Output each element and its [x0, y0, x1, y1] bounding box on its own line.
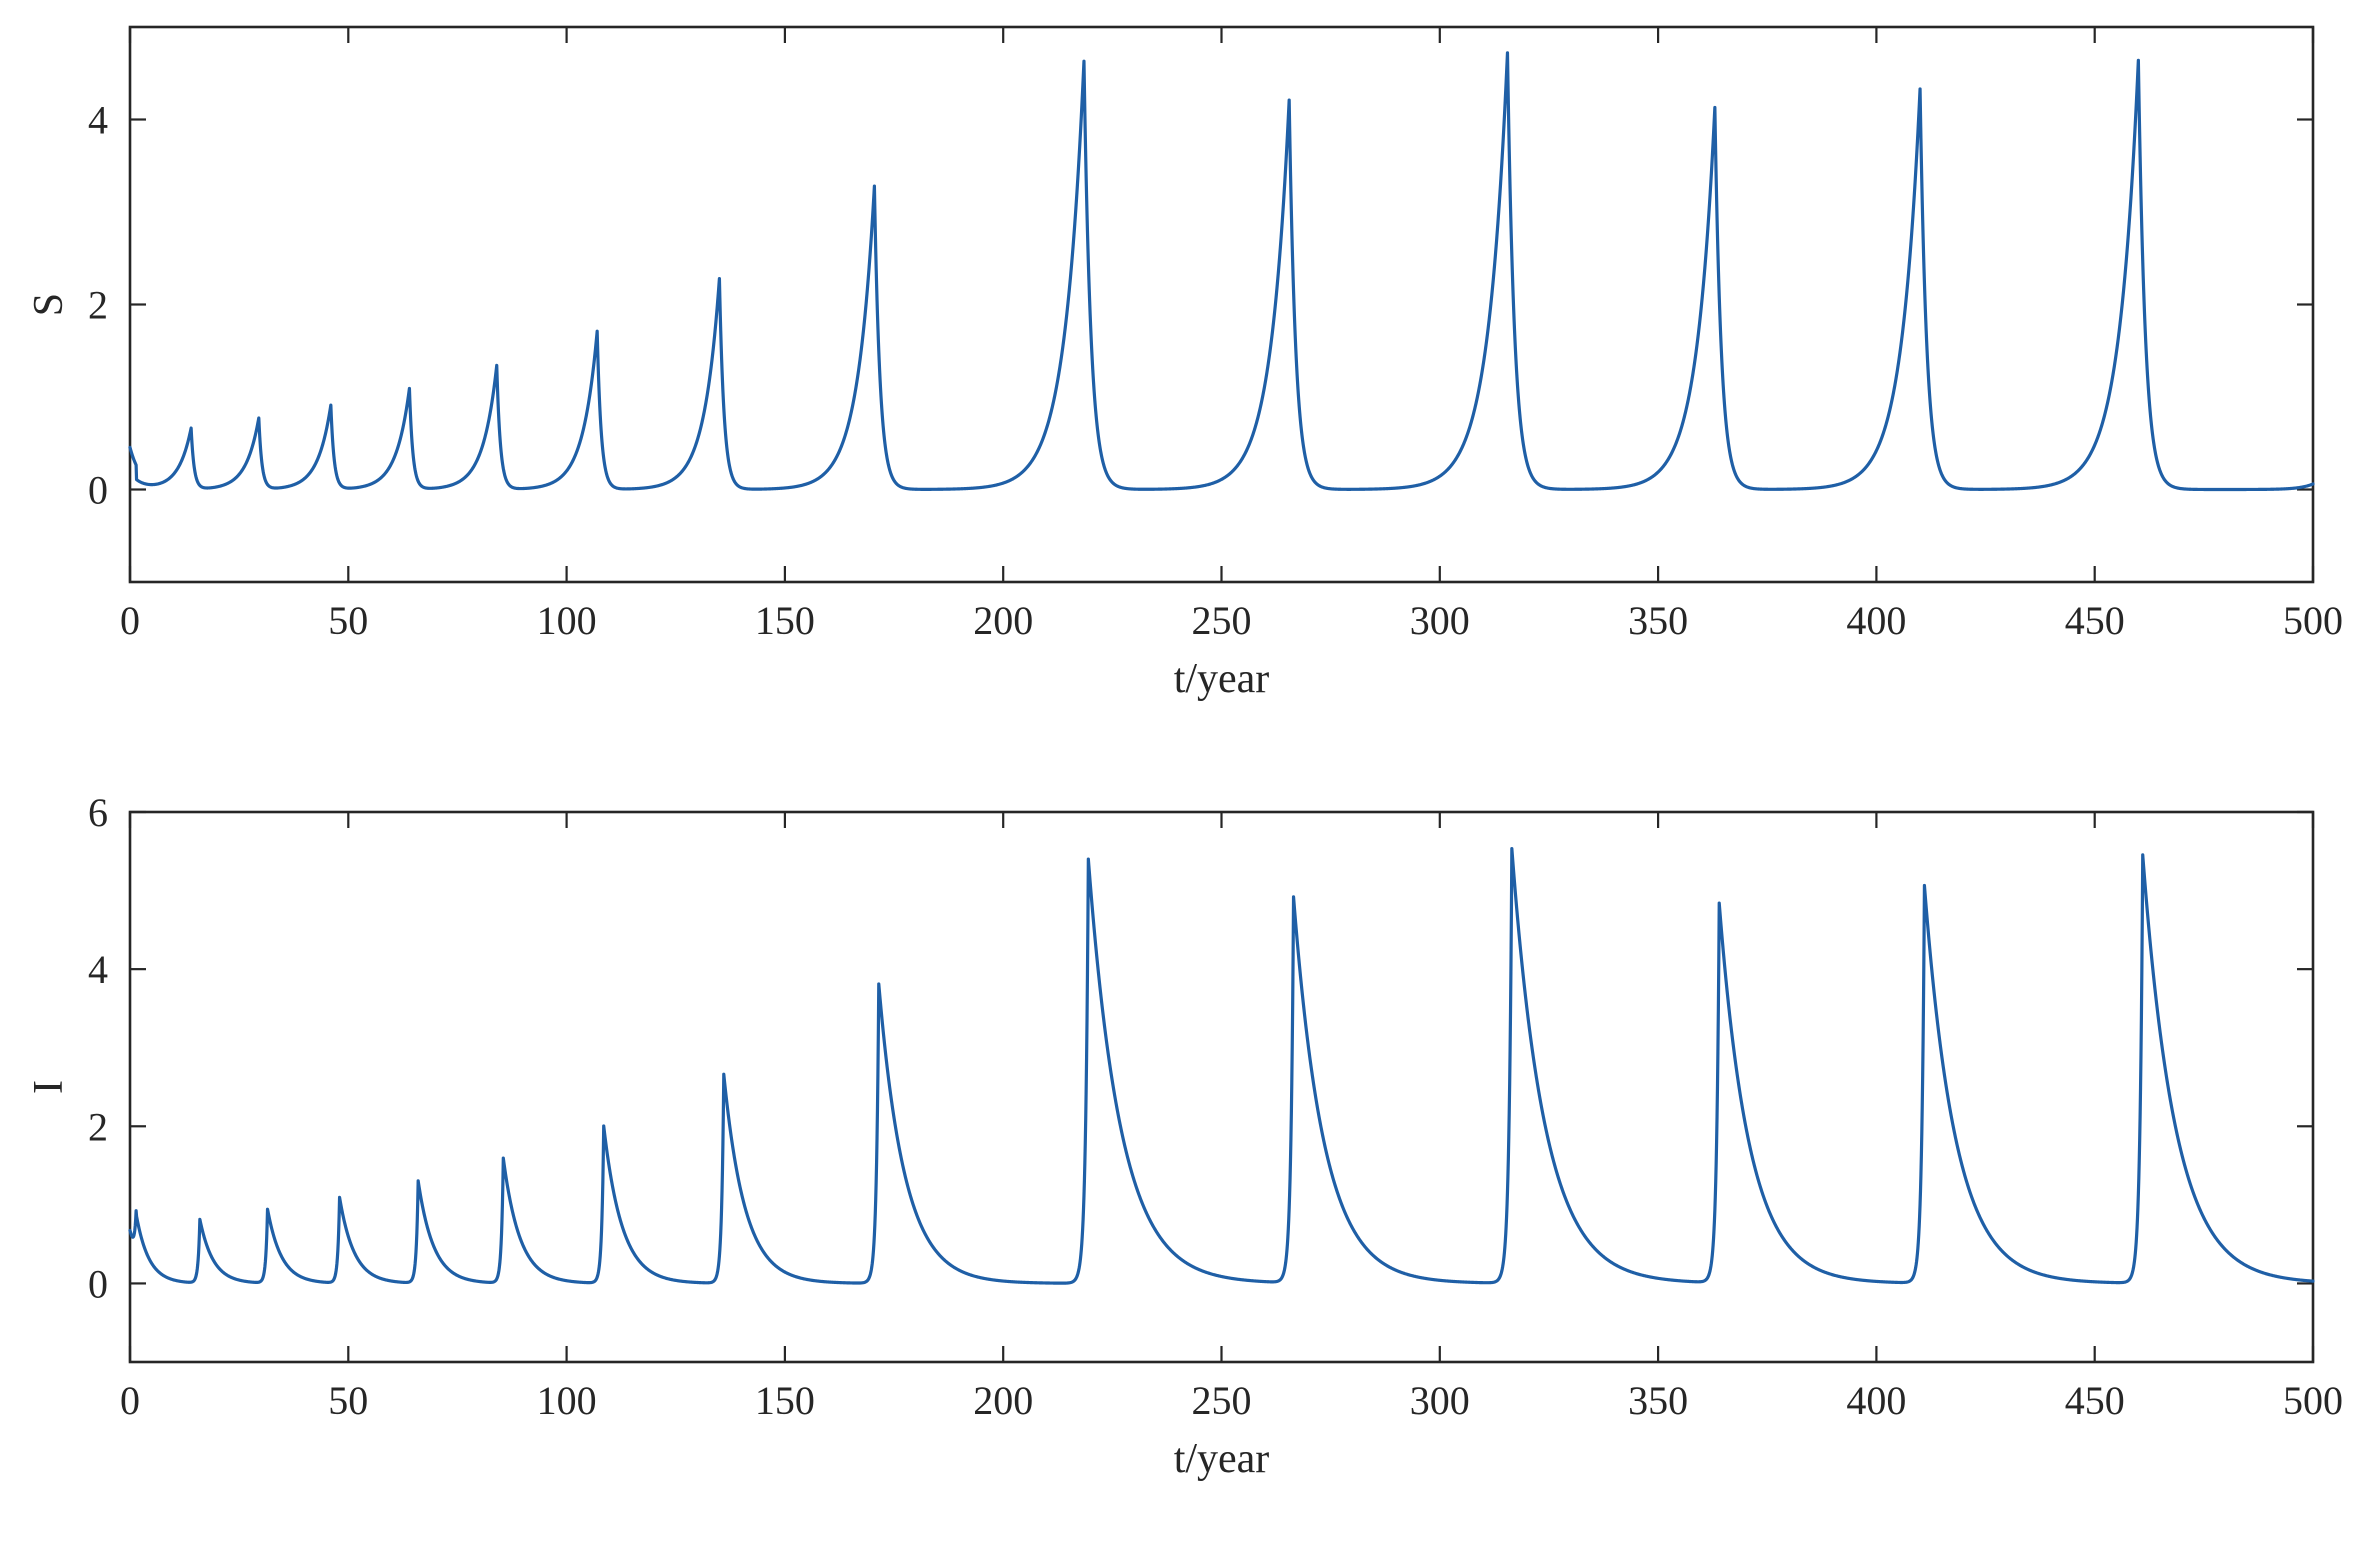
- i-panel: 0 50 100 150 200 250 300 350 400 450 500 0 2 4 6 t/yea…: [26, 790, 2343, 1482]
- i-y-tick-label: 2: [88, 1104, 108, 1149]
- s-series-line: [128, 51, 2315, 492]
- i-x-tick-label: 300: [1410, 1378, 1470, 1423]
- s-x-tick-label: 500: [2283, 598, 2343, 643]
- i-tick-labels: 0 50 100 150 200 250 300 350 400 450 500 0 2 4 6: [88, 790, 2343, 1423]
- s-x-tick-label: 200: [973, 598, 1033, 643]
- s-x-tick-label: 350: [1628, 598, 1688, 643]
- s-x-tick-label: 400: [1846, 598, 1906, 643]
- s-tick-labels: 0 50 100 150 200 250 300 350 400 450 500 0 2 4: [88, 98, 2343, 644]
- i-y-tick-label: 4: [88, 947, 108, 992]
- i-x-tick-label: 0: [120, 1378, 140, 1423]
- i-x-tick-label: 100: [537, 1378, 597, 1423]
- s-x-tick-label: 250: [1192, 598, 1252, 643]
- i-x-axis-label: t/year: [1174, 1436, 1270, 1482]
- s-axes-box: [128, 25, 2315, 584]
- s-y-tick-label: 0: [88, 468, 108, 513]
- s-x-tick-label: 50: [328, 598, 368, 643]
- i-y-axis-label: I: [26, 1080, 72, 1094]
- s-y-tick-label: 2: [88, 283, 108, 328]
- i-x-tick-label: 200: [973, 1378, 1033, 1423]
- s-y-tick-label: 4: [88, 98, 108, 143]
- s-x-axis-label: t/year: [1174, 656, 1270, 702]
- i-axes-box: [128, 810, 2315, 1364]
- s-x-tick-label: 0: [120, 598, 140, 643]
- i-x-tick-label: 450: [2065, 1378, 2125, 1423]
- s-y-axis-label: S: [26, 293, 72, 316]
- s-ticks: [128, 27, 2315, 582]
- s-x-tick-label: 300: [1410, 598, 1470, 643]
- s-x-tick-label: 150: [755, 598, 815, 643]
- s-panel: 0 50 100 150 200 250 300 350 400 450 500 0 2 4 t/year…: [26, 25, 2343, 702]
- i-x-tick-label: 150: [755, 1378, 815, 1423]
- i-x-tick-label: 250: [1192, 1378, 1252, 1423]
- s-x-tick-label: 100: [537, 598, 597, 643]
- i-y-tick-label: 6: [88, 790, 108, 835]
- i-x-tick-label: 500: [2283, 1378, 2343, 1423]
- i-x-tick-label: 400: [1846, 1378, 1906, 1423]
- i-series-line: [128, 847, 2315, 1285]
- i-y-tick-label: 0: [88, 1261, 108, 1306]
- i-ticks: [128, 810, 2315, 1362]
- s-x-tick-label: 450: [2065, 598, 2125, 643]
- i-x-tick-label: 50: [328, 1378, 368, 1423]
- i-x-tick-label: 350: [1628, 1378, 1688, 1423]
